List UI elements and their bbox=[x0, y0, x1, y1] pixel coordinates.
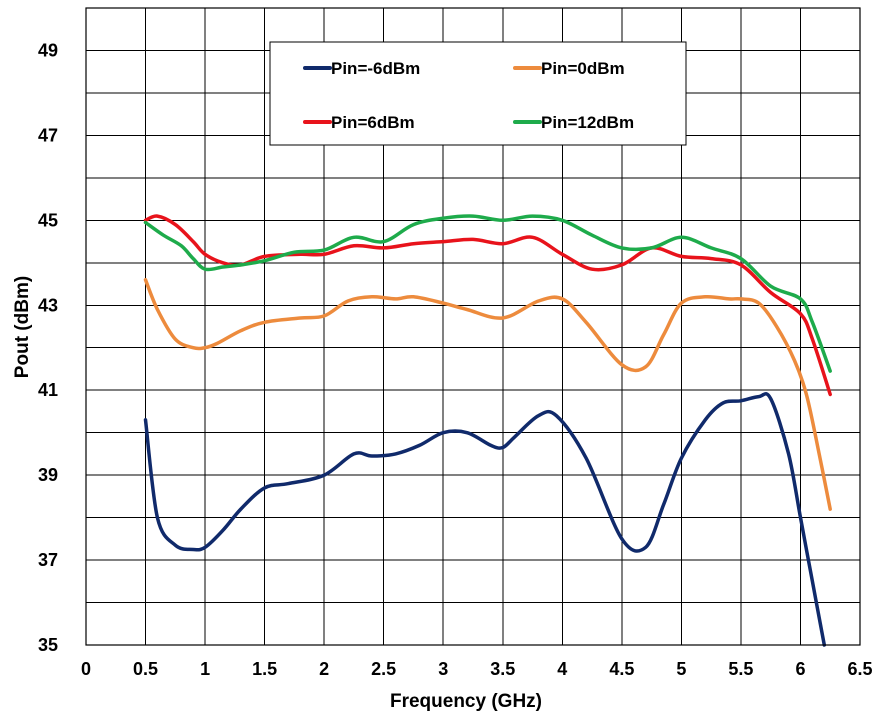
x-tick-label: 5 bbox=[676, 659, 686, 679]
legend-label-2: Pin=0dBm bbox=[541, 59, 625, 78]
y-tick-label: 39 bbox=[38, 465, 58, 485]
legend-label-4: Pin=12dBm bbox=[541, 113, 634, 132]
series-line-4 bbox=[143, 214, 832, 373]
x-tick-label: 3 bbox=[438, 659, 448, 679]
y-axis-title: Pout (dBm) bbox=[12, 276, 33, 378]
x-tick-label: 3.5 bbox=[490, 659, 515, 679]
x-tick-label: 6 bbox=[795, 659, 805, 679]
y-tick-label: 43 bbox=[38, 295, 58, 315]
y-tick-label: 41 bbox=[38, 380, 58, 400]
legend-label-3: Pin=6dBm bbox=[331, 113, 415, 132]
y-tick-label: 37 bbox=[38, 550, 58, 570]
series-line-3 bbox=[143, 214, 832, 397]
x-axis-title: Frequency (GHz) bbox=[390, 691, 542, 712]
y-tick-label: 47 bbox=[38, 125, 58, 145]
y-tick-label: 49 bbox=[38, 40, 58, 60]
series-lines bbox=[143, 214, 832, 647]
x-tick-label: 2.5 bbox=[371, 659, 396, 679]
x-tick-label: 2 bbox=[319, 659, 329, 679]
x-tick-label: 5.5 bbox=[728, 659, 753, 679]
x-tick-labels: 0 0.5 1 1.5 2 2.5 3 3.5 4 4.5 5 5.5 6 6.5 bbox=[81, 659, 873, 679]
x-tick-label: 0.5 bbox=[133, 659, 158, 679]
x-tick-label: 1.5 bbox=[252, 659, 277, 679]
x-tick-label: 4.5 bbox=[609, 659, 634, 679]
y-tick-labels: 35 37 39 41 43 45 47 49 bbox=[38, 40, 58, 655]
x-tick-label: 1 bbox=[200, 659, 210, 679]
series-line-2 bbox=[143, 278, 832, 511]
x-tick-label: 4 bbox=[557, 659, 567, 679]
legend-box bbox=[269, 41, 687, 146]
y-tick-label: 35 bbox=[38, 635, 58, 655]
plot-area-border bbox=[85, 7, 861, 646]
series-line-1 bbox=[143, 391, 827, 647]
x-tick-label: 6.5 bbox=[847, 659, 872, 679]
y-tick-label: 45 bbox=[38, 210, 58, 230]
legend-label-1: Pin=-6dBm bbox=[331, 59, 420, 78]
legend: Pin=-6dBm Pin=0dBm Pin=6dBm Pin=12dBm bbox=[269, 41, 687, 146]
x-tick-label: 0 bbox=[81, 659, 91, 679]
